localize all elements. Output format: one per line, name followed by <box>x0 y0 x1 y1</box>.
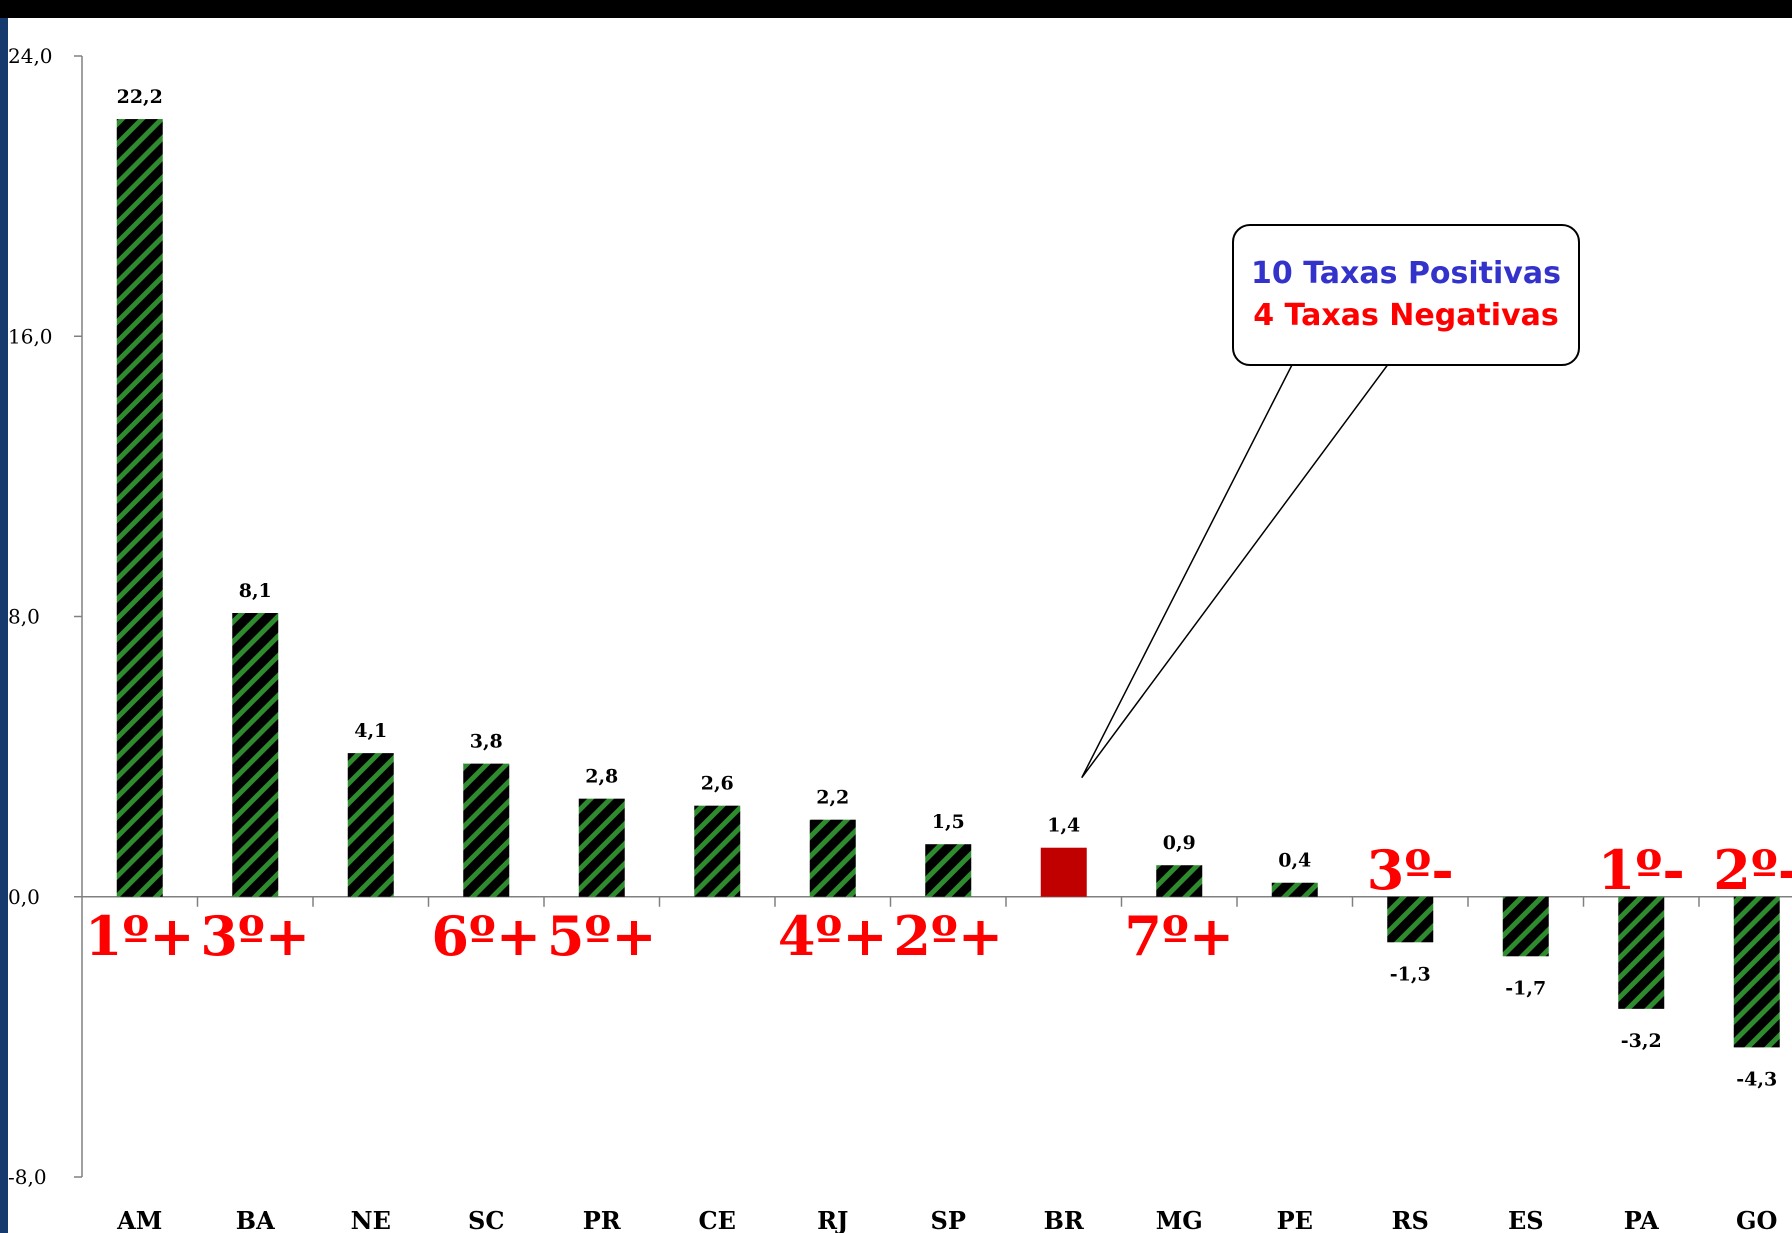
bar-ce <box>694 805 741 897</box>
rank-label: 7º+ <box>1124 904 1234 968</box>
data-label: 1,5 <box>932 811 965 833</box>
category-label: SC <box>468 1206 504 1233</box>
bar-ba <box>232 612 279 897</box>
rank-label: 2º- <box>1713 838 1792 902</box>
y-tick-label: 0,0 <box>8 885 40 909</box>
data-label: -3,2 <box>1621 1030 1662 1052</box>
callout-positive-text: 10 Taxas Positivas <box>1251 256 1561 291</box>
rank-label: 5º+ <box>547 904 657 968</box>
category-label: GO <box>1736 1206 1777 1233</box>
category-label: SP <box>931 1206 966 1233</box>
rank-label: 4º+ <box>778 904 888 968</box>
rank-label: 2º+ <box>893 904 1003 968</box>
category-label: PR <box>583 1206 622 1233</box>
bar-sc <box>463 763 510 897</box>
bar-pa <box>1618 896 1665 1009</box>
data-label: 2,6 <box>701 773 734 795</box>
category-label: PE <box>1277 1206 1313 1233</box>
bar-sp <box>925 844 972 897</box>
data-label: 2,8 <box>585 766 618 788</box>
category-label: RS <box>1392 1206 1429 1233</box>
category-label: NE <box>351 1206 391 1233</box>
top-frame-bar <box>0 0 1792 18</box>
callout-tail-group <box>1081 358 1394 779</box>
data-label: -4,3 <box>1736 1068 1777 1090</box>
rank-label: 3º- <box>1367 838 1454 902</box>
bars-group <box>116 119 1780 1048</box>
category-label: AM <box>116 1206 162 1233</box>
bar-am <box>116 119 163 897</box>
data-label: 1,4 <box>1047 815 1080 837</box>
bar-mg <box>1156 865 1203 897</box>
bar-go <box>1733 896 1780 1048</box>
rank-label: 1º+ <box>85 904 195 968</box>
rank-label: 6º+ <box>431 904 541 968</box>
category-label: BA <box>236 1206 275 1233</box>
y-tick-label: 8,0 <box>8 605 40 629</box>
category-label: BR <box>1044 1206 1085 1233</box>
y-tick-label: 16,0 <box>8 324 53 348</box>
callout-negative-text: 4 Taxas Negativas <box>1253 298 1559 333</box>
category-label: CE <box>699 1206 736 1233</box>
bar-rs <box>1387 896 1434 943</box>
rank-label: 3º+ <box>200 904 310 968</box>
bar-br <box>1040 847 1087 897</box>
y-tick-label: -8,0 <box>8 1165 47 1189</box>
bar-pe <box>1271 882 1318 897</box>
data-label: 22,2 <box>117 86 163 108</box>
bar-pr <box>578 798 625 897</box>
data-label: 0,4 <box>1278 850 1311 872</box>
data-label: 0,9 <box>1163 832 1196 854</box>
summary-callout: 10 Taxas Positivas 4 Taxas Negativas <box>1232 224 1580 366</box>
bar-ne <box>347 753 394 897</box>
left-frame-bar <box>0 18 8 1233</box>
data-label: 2,2 <box>816 787 849 809</box>
category-label: ES <box>1508 1206 1544 1233</box>
bar-es <box>1502 896 1549 957</box>
data-label: -1,3 <box>1390 963 1431 985</box>
rank-label: 1º- <box>1598 838 1685 902</box>
labels-group: 22,2 AM 8,1 BA 4,1 NE 3,8 SC 2,8 PR 2,6 CE 2,2 RJ 1,5 S… <box>85 86 1792 1233</box>
data-label: 4,1 <box>354 720 387 742</box>
data-label: 8,1 <box>239 580 272 602</box>
y-tick-label: 24,0 <box>8 44 53 68</box>
data-label: -1,7 <box>1505 977 1546 999</box>
bar-rj <box>809 819 856 897</box>
category-label: PA <box>1624 1206 1659 1233</box>
category-label: MG <box>1156 1206 1203 1233</box>
category-label: RJ <box>817 1206 848 1233</box>
callout-tail <box>1081 358 1394 779</box>
data-label: 3,8 <box>470 731 503 753</box>
